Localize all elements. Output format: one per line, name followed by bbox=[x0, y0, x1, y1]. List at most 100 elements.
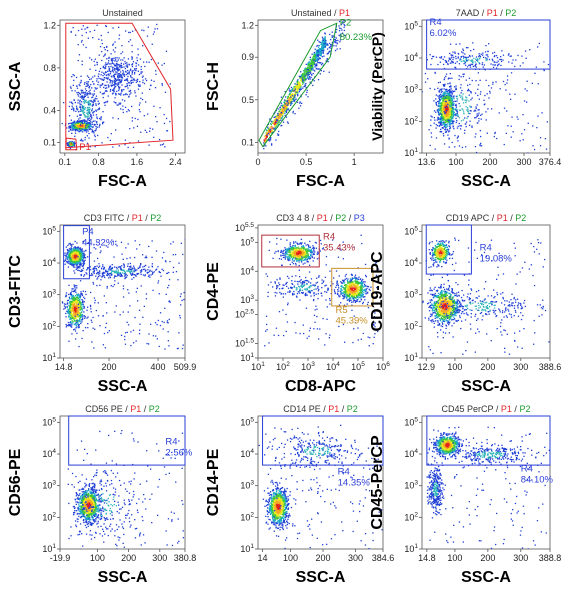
event-dot bbox=[89, 89, 91, 91]
event-dot bbox=[312, 66, 314, 68]
event-dot bbox=[444, 97, 446, 99]
event-dot bbox=[439, 99, 441, 101]
event-dot bbox=[307, 96, 309, 98]
event-dot bbox=[447, 111, 449, 113]
event-dot bbox=[65, 258, 67, 260]
event-dot bbox=[441, 117, 443, 120]
event-dot bbox=[110, 133, 112, 135]
event-dot bbox=[266, 132, 268, 134]
event-dot bbox=[77, 263, 79, 265]
event-dot bbox=[496, 67, 498, 69]
event-dot bbox=[96, 87, 98, 89]
event-dot bbox=[448, 137, 450, 139]
event-dot bbox=[116, 68, 119, 70]
event-dot bbox=[84, 259, 86, 261]
event-dot bbox=[146, 61, 148, 63]
event-dot bbox=[479, 57, 481, 59]
event-dot bbox=[541, 112, 543, 114]
event-dot bbox=[88, 125, 90, 128]
event-dot bbox=[122, 111, 124, 114]
event-dot bbox=[460, 92, 462, 94]
event-dot bbox=[98, 77, 100, 79]
event-dot bbox=[490, 63, 492, 65]
event-dot bbox=[450, 119, 452, 121]
event-dot bbox=[443, 92, 445, 94]
event-dot bbox=[76, 253, 78, 256]
event-dot bbox=[312, 61, 314, 63]
gate-label: P2 bbox=[340, 17, 352, 28]
event-dot bbox=[271, 144, 273, 146]
event-dot bbox=[460, 60, 463, 63]
event-dot bbox=[69, 143, 71, 145]
event-dot bbox=[444, 109, 446, 111]
event-dot bbox=[431, 55, 434, 58]
x-tick-label: 376.4 bbox=[539, 157, 562, 167]
event-dot bbox=[475, 64, 477, 66]
event-dot bbox=[437, 108, 439, 111]
event-dot bbox=[107, 77, 109, 79]
event-dot bbox=[477, 84, 480, 86]
event-dot bbox=[271, 132, 274, 134]
event-dot bbox=[74, 259, 76, 261]
event-dot bbox=[298, 88, 301, 90]
event-dot bbox=[519, 65, 521, 67]
event-dot bbox=[134, 79, 136, 81]
event-dot bbox=[80, 249, 82, 251]
event-dot bbox=[446, 95, 448, 98]
event-dot bbox=[441, 108, 444, 110]
event-dot bbox=[70, 128, 72, 130]
event-dot bbox=[109, 73, 112, 75]
event-dot bbox=[448, 60, 450, 62]
event-dot bbox=[76, 115, 79, 117]
event-dot bbox=[66, 127, 68, 129]
event-dot bbox=[77, 250, 80, 253]
event-dot bbox=[474, 146, 477, 148]
event-dot bbox=[112, 49, 115, 51]
event-dot bbox=[448, 102, 450, 104]
event-dot bbox=[143, 115, 145, 117]
event-dot bbox=[451, 56, 453, 58]
event-dot bbox=[289, 101, 291, 103]
event-dot bbox=[105, 62, 107, 64]
event-dot bbox=[124, 86, 126, 88]
event-dot bbox=[109, 90, 112, 92]
event-dot bbox=[109, 139, 111, 142]
event-dot bbox=[536, 127, 538, 129]
event-dot bbox=[72, 27, 74, 29]
event-dot bbox=[306, 68, 308, 70]
event-dot bbox=[318, 54, 320, 56]
event-dot bbox=[114, 86, 116, 88]
event-dot bbox=[307, 73, 310, 75]
event-dot bbox=[115, 82, 117, 84]
event-dot bbox=[119, 93, 121, 95]
event-dot bbox=[438, 90, 440, 92]
event-dot bbox=[451, 54, 453, 56]
event-dot bbox=[439, 61, 441, 63]
event-dot bbox=[447, 63, 449, 66]
event-dot bbox=[110, 58, 112, 60]
event-dot bbox=[117, 85, 120, 87]
event-dot bbox=[442, 98, 444, 100]
event-dot bbox=[492, 64, 494, 66]
event-dot bbox=[445, 61, 447, 63]
event-dot bbox=[75, 263, 77, 265]
event-dot bbox=[466, 97, 468, 99]
event-dot bbox=[285, 103, 287, 105]
event-dot bbox=[296, 83, 298, 86]
event-dot bbox=[72, 124, 74, 127]
event-dot bbox=[449, 112, 451, 114]
event-dot bbox=[438, 121, 440, 123]
event-dot bbox=[307, 65, 309, 67]
event-dot bbox=[103, 78, 105, 80]
event-dot bbox=[73, 257, 75, 259]
event-dot bbox=[67, 299, 69, 301]
event-dot bbox=[452, 115, 455, 117]
event-dot bbox=[91, 96, 93, 99]
event-dot bbox=[319, 52, 321, 54]
event-dot bbox=[437, 87, 439, 89]
event-dot bbox=[448, 122, 451, 124]
event-dot bbox=[445, 130, 447, 132]
event-dot bbox=[304, 84, 306, 86]
event-dot bbox=[81, 34, 83, 37]
event-dot bbox=[83, 109, 85, 111]
